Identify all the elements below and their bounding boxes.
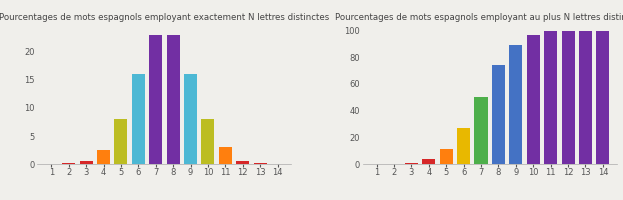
Bar — [526, 35, 540, 164]
Bar — [579, 31, 592, 164]
Bar — [492, 65, 505, 164]
Bar — [132, 74, 145, 164]
Bar — [475, 97, 488, 164]
Bar — [457, 128, 470, 164]
Bar — [97, 150, 110, 164]
Bar — [80, 161, 93, 164]
Bar — [184, 74, 197, 164]
Bar — [561, 31, 574, 164]
Bar — [115, 119, 128, 164]
Bar — [440, 149, 453, 164]
Bar — [62, 163, 75, 164]
Bar — [236, 161, 249, 164]
Bar — [405, 163, 418, 164]
Bar — [596, 31, 609, 164]
Bar — [254, 163, 267, 164]
Bar — [150, 35, 162, 164]
Title: Pourcentages de mots espagnols employant au plus N lettres distinctes: Pourcentages de mots espagnols employant… — [335, 13, 623, 22]
Bar — [509, 45, 522, 164]
Bar — [219, 147, 232, 164]
Bar — [422, 159, 435, 164]
Title: Pourcentages de mots espagnols employant exactement N lettres distinctes: Pourcentages de mots espagnols employant… — [0, 13, 330, 22]
Bar — [201, 119, 214, 164]
Bar — [544, 31, 557, 164]
Bar — [166, 35, 179, 164]
